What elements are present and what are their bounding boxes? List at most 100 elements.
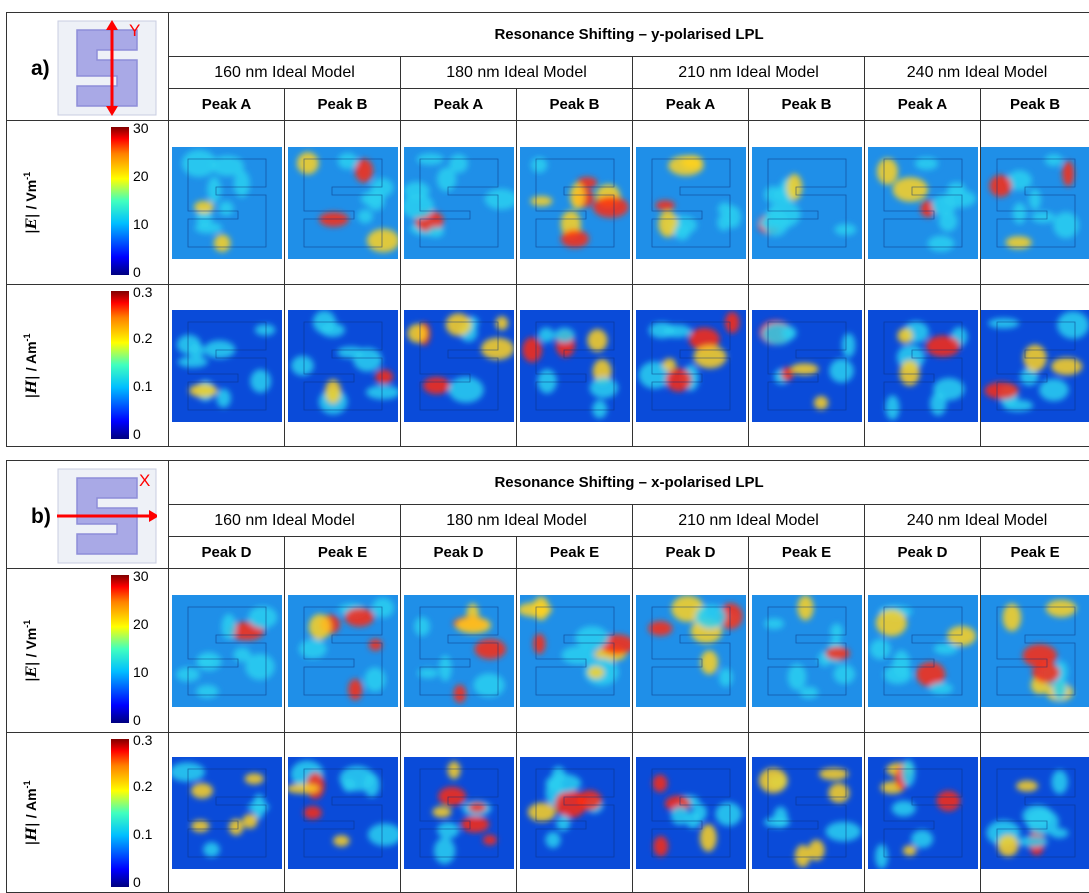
field-map-h (400, 732, 517, 893)
model-header: 160 nm Ideal Model (168, 504, 401, 537)
peak-header: Peak E (748, 536, 865, 569)
peak-header: Peak A (864, 88, 981, 121)
peak-header: Peak A (632, 88, 749, 121)
peak-header: Peak B (516, 88, 633, 121)
peak-header: Peak D (632, 536, 749, 569)
h-field-axis-label: |H| / Am-1 (22, 332, 40, 399)
field-map-e (400, 120, 517, 285)
h-field-map-image (751, 756, 862, 869)
field-map-e (979, 568, 1089, 733)
e-field-scale-cell: |E| / Vm-1 30 20 10 0 (6, 120, 169, 285)
field-map-h (516, 284, 633, 447)
field-map-e (748, 568, 865, 733)
results-table-a: a) Y Resonance Shifting – y-polarised LP… (6, 12, 1089, 447)
field-map-h (979, 284, 1089, 447)
field-map-h (400, 284, 517, 447)
colorbar-tick: 10 (133, 664, 149, 680)
panel-a: a) Y Resonance Shifting – y-polarised LP… (6, 12, 1089, 447)
colorbar-tick: 0.3 (133, 732, 153, 748)
h-field-map-image (403, 756, 514, 869)
h-field-map-image (751, 309, 862, 422)
e-field-axis-label: |E| / Vm-1 (22, 619, 40, 682)
field-map-h (632, 732, 749, 893)
e-field-map-image (635, 146, 746, 259)
field-map-h (516, 732, 633, 893)
field-map-e (284, 120, 401, 285)
peak-header: Peak B (748, 88, 865, 121)
field-map-e (516, 568, 633, 733)
s-structure-x-polarization-icon: X (57, 468, 157, 564)
e-field-map-image (751, 146, 862, 259)
e-field-map-image (287, 146, 398, 259)
field-map-h (168, 284, 285, 447)
field-map-h (632, 284, 749, 447)
h-field-map-image (403, 309, 514, 422)
e-field-map-image (403, 594, 514, 707)
colorbar-tick: 20 (133, 168, 149, 184)
geometry-thumbnail-cell: b) X (6, 460, 169, 569)
e-field-map-image (171, 146, 282, 259)
colorbar-tick: 0 (133, 874, 141, 890)
h-field-map-image (981, 309, 1089, 422)
e-field-map-image (867, 594, 978, 707)
panel-label: a) (31, 57, 50, 80)
h-field-scale-cell: |H| / Am-1 0.3 0.2 0.1 0 (6, 284, 169, 447)
model-header: 180 nm Ideal Model (400, 56, 633, 89)
h-field-colorbar (111, 291, 129, 439)
e-field-scale-cell: |E| / Vm-1 30 20 10 0 (6, 568, 169, 733)
colorbar-tick: 0.2 (133, 330, 153, 346)
field-map-h (864, 732, 981, 893)
panel-b: b) X Resonance Shifting – x-polarised LP… (0, 458, 1089, 893)
colorbar-tick: 0.1 (133, 826, 153, 842)
model-header: 210 nm Ideal Model (632, 56, 865, 89)
colorbar-tick: 0 (133, 264, 141, 280)
peak-header: Peak B (979, 88, 1089, 121)
e-field-map-image (519, 146, 630, 259)
model-header: 180 nm Ideal Model (400, 504, 633, 537)
e-field-colorbar (111, 575, 129, 723)
field-map-e (516, 120, 633, 285)
field-map-h (284, 284, 401, 447)
h-field-map-image (635, 309, 746, 422)
h-field-map-image (867, 756, 978, 869)
h-field-map-image (287, 309, 398, 422)
field-map-h (748, 732, 865, 893)
field-map-h (864, 284, 981, 447)
h-field-map-image (171, 756, 282, 869)
h-field-map-image (981, 756, 1089, 869)
h-field-colorbar (111, 739, 129, 887)
model-header: 240 nm Ideal Model (863, 504, 1089, 537)
field-map-h (168, 732, 285, 893)
results-table-b: b) X Resonance Shifting – x-polarised LP… (6, 460, 1089, 893)
h-field-map-image (287, 756, 398, 869)
h-field-map-image (867, 309, 978, 422)
colorbar-tick: 0 (133, 426, 141, 442)
polarization-axis-letter: X (139, 471, 150, 490)
e-field-map-image (403, 146, 514, 259)
model-header: 160 nm Ideal Model (168, 56, 401, 89)
e-field-colorbar (111, 127, 129, 275)
e-field-map-image (751, 594, 862, 707)
panel-label: b) (31, 505, 51, 528)
colorbar-tick: 30 (133, 120, 149, 136)
e-field-map-image (867, 146, 978, 259)
peak-header: Peak E (979, 536, 1089, 569)
h-field-map-image (635, 756, 746, 869)
peak-header: Peak D (864, 536, 981, 569)
geometry-thumbnail-cell: a) Y (6, 12, 169, 121)
h-field-map-image (519, 756, 630, 869)
h-field-map-image (519, 309, 630, 422)
colorbar-tick: 0 (133, 712, 141, 728)
e-field-axis-label: |E| / Vm-1 (22, 171, 40, 234)
colorbar-tick: 0.1 (133, 378, 153, 394)
peak-header: Peak E (516, 536, 633, 569)
field-map-e (748, 120, 865, 285)
field-map-h (979, 732, 1089, 893)
field-map-e (168, 568, 285, 733)
s-structure-y-polarization-icon: Y (57, 20, 157, 116)
peak-header: Peak E (284, 536, 401, 569)
e-field-map-image (981, 146, 1089, 259)
field-map-e (168, 120, 285, 285)
e-field-map-image (981, 594, 1089, 707)
e-field-map-image (171, 594, 282, 707)
